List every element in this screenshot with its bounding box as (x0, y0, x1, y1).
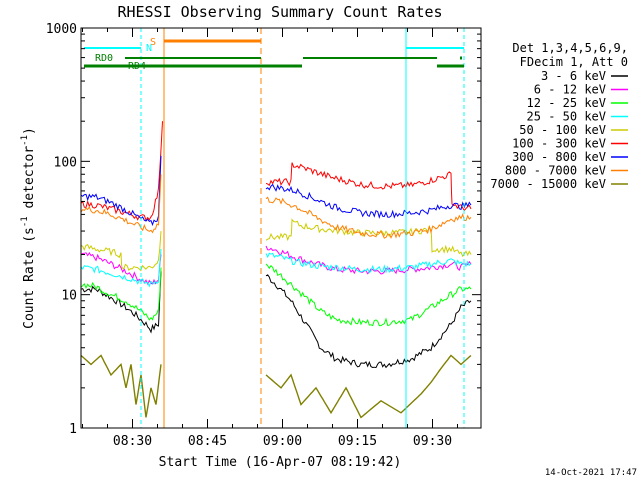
x-tick-label-0: 08:30 (113, 434, 152, 449)
series-2 (80, 263, 472, 327)
series-line-0-0 (80, 271, 162, 334)
legend-label-6: 300 - 800 keV (512, 150, 606, 164)
legend-header-line-1: Det 1,3,4,5,6,9, (512, 41, 628, 55)
flag-label-rd4: RD4 (128, 61, 146, 72)
series-4 (80, 218, 472, 272)
series-5 (80, 121, 472, 222)
x-tick-label-2: 09:00 (263, 434, 302, 449)
series-line-4-1 (265, 218, 472, 258)
series-line-7-1 (265, 196, 472, 239)
legend-label-3: 25 - 50 keV (527, 110, 606, 124)
legend-label-0: 3 - 6 keV (541, 69, 606, 83)
series-line-2-1 (265, 263, 472, 327)
x-tick-label-3: 09:15 (338, 434, 377, 449)
x-axis-label: Start Time (16-Apr-07 08:19:42) (159, 455, 402, 470)
series-line-2-0 (80, 267, 162, 321)
y-axis-label-part-3: -1 (20, 135, 30, 146)
flag-label-n: N (146, 43, 152, 54)
timestamp: 14-Oct-2021 17:47 (545, 468, 637, 478)
series-line-5-1 (265, 162, 472, 212)
series-line-4-0 (80, 231, 162, 272)
series-line-3-0 (80, 248, 162, 288)
plot-frame (80, 27, 482, 429)
legend-label-7: 800 - 7000 keV (505, 164, 606, 178)
legend-label-5: 100 - 300 keV (512, 137, 606, 151)
y-tick-label-1: 10 (61, 289, 77, 304)
axes: 1 10 100 1000 08:30 08:45 09:00 09:15 09:30 (46, 22, 482, 449)
series-layer (80, 121, 472, 419)
series-line-3-1 (265, 252, 472, 274)
flag-label-rd0: RD0 (95, 53, 113, 64)
legend: Det 1,3,4,5,6,9, FDecim 1, Att 0 3 - 6 k… (490, 41, 628, 191)
legend-label-4: 50 - 100 keV (519, 123, 606, 137)
series-line-0-1 (265, 274, 472, 369)
flag-label-s: S (150, 37, 156, 48)
series-3 (80, 248, 472, 288)
y-axis-label-part-1: -1 (20, 216, 30, 227)
x-tick-label-4: 09:30 (413, 434, 452, 449)
legend-header-line-2: FDecim 1, Att 0 (520, 55, 628, 69)
y-axis-label-part-2: detector (22, 146, 37, 217)
series-line-1-0 (80, 251, 162, 286)
series-line-5-0 (80, 121, 163, 222)
y-tick-label-3: 1000 (46, 22, 77, 37)
y-axis-label-part-0: Count Rate (s (22, 227, 37, 329)
series-line-8-0 (80, 354, 162, 418)
series-1 (80, 245, 472, 286)
y-tick-label-2: 100 (54, 155, 77, 170)
y-axis-label-part-4: ) (22, 127, 37, 135)
series-0 (80, 271, 472, 369)
series-7 (80, 174, 472, 239)
series-8 (80, 354, 472, 419)
series-line-8-1 (265, 354, 472, 419)
chart-title: RHESSI Observing Summary Count Rates (117, 3, 442, 21)
y-tick-label-0: 1 (69, 422, 77, 437)
series-line-6-0 (80, 155, 162, 227)
series-line-6-1 (265, 183, 472, 220)
y-axis-label: Count Rate (s-1 detector-1) (20, 127, 37, 329)
flag-layer: RD0 RD4 SN (84, 28, 465, 428)
x-tick-label-1: 08:45 (188, 434, 227, 449)
series-line-7-0 (80, 174, 162, 234)
series-6 (80, 155, 472, 227)
legend-label-2: 12 - 25 keV (527, 96, 606, 110)
legend-label-1: 6 - 12 keV (534, 83, 606, 97)
legend-label-8: 7000 - 15000 keV (490, 177, 606, 191)
series-line-1-1 (265, 245, 472, 275)
